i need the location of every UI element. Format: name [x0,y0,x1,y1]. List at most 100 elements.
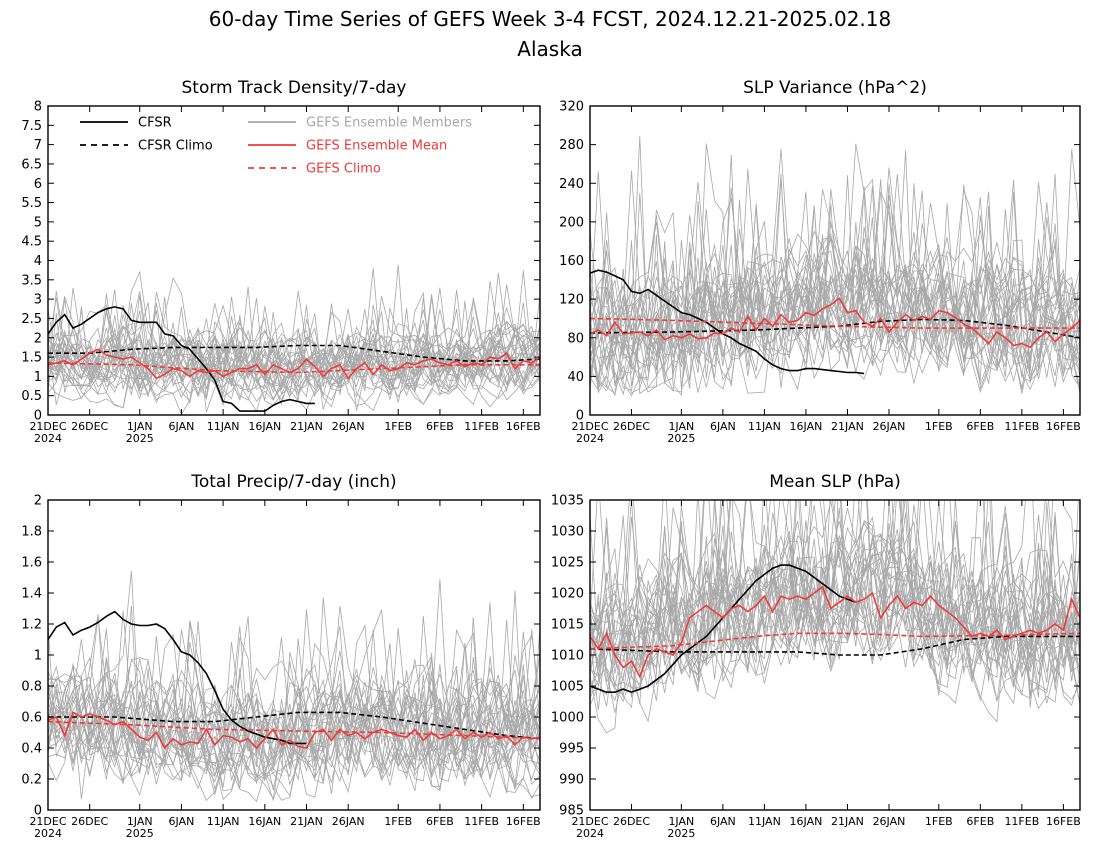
figure-title: 60-day Time Series of GEFS Week 3-4 FCST… [209,7,891,31]
x-year-label: 2024 [34,827,62,840]
x-tick-label: 6FEB [426,420,454,433]
x-tick-label: 21DEC [29,815,66,828]
x-tick-label: 11JAN [748,420,781,433]
cfsr-climo-line [590,318,1080,339]
x-tick-label: 11FEB [1004,815,1039,828]
y-tick-label: 1035 [551,494,584,509]
chart-panels: Storm Track Density/7-day 0 0.5 1 1.5 2 2.5 3 3.… [21,78,1080,840]
x-tick-label: 1JAN [127,420,153,433]
legend: CFSR CFSR Climo GEFS Ensemble Members GEFS … [80,116,472,177]
y-tick-label: 0.5 [21,389,42,404]
y-tick-label: 0.8 [21,680,42,695]
y-tick-label: 2.5 [21,312,42,327]
ensemble-member-line [48,308,540,409]
x-tick-label: 26DEC [71,420,108,433]
y-tick-label: 240 [559,177,584,192]
y-tick-label: 4.5 [21,235,42,250]
gefs-ensemble-mean-line [48,711,540,750]
x-tick-label: 1JAN [668,420,694,433]
x-tick-label: 21JAN [831,420,864,433]
plot-area [48,264,540,415]
figure-subtitle: Alaska [517,37,582,61]
cfsr-line [48,306,315,412]
ensemble-member-line [48,309,540,391]
y-tick-label: 1.2 [21,618,42,633]
y-tick-label: 6.5 [21,157,42,172]
x-tick-label: 21JAN [831,815,864,828]
y-tick-label: 4 [34,254,42,269]
x-tick-label: 26JAN [873,420,906,433]
ensemble-member-line [48,296,540,402]
x-year-label: 2024 [576,432,604,445]
x-year-label: 2025 [667,827,695,840]
plot-area [590,500,1080,734]
ensemble-member-line [590,500,1080,698]
panel-title: Storm Track Density/7-day [182,78,407,98]
ensemble-member-line [590,234,1080,392]
cfsr-climo-line [48,344,540,362]
y-tick-label: 0 [34,804,42,819]
legend-label-cfsr-climo: CFSR Climo [138,139,213,154]
x-tick-label: 11FEB [464,420,499,433]
ensemble-member-line [590,546,1080,711]
legend-label-gefs-members: GEFS Ensemble Members [306,116,472,131]
x-tick-label: 11JAN [748,815,781,828]
x-year-label: 2024 [34,432,62,445]
y-tick-label: 5.5 [21,196,42,211]
x-tick-label: 16FEB [506,815,541,828]
y-tick-label: 200 [559,215,584,230]
y-tick-label: 2 [34,331,42,346]
y-tick-label: 6 [34,177,42,192]
ensemble-member-line [590,191,1080,397]
ensemble-member-line [590,521,1080,704]
y-tick-label: 1020 [551,587,584,602]
ensemble-member-line [48,651,540,790]
ensemble-member-line [48,284,540,404]
gefs-climo-line [48,720,540,740]
ensemble-member-line [590,186,1080,396]
y-tick-label: 1 [34,649,42,664]
x-tick-label: 1FEB [925,815,953,828]
ensemble-member-line [590,500,1080,696]
x-tick-label: 16JAN [248,420,281,433]
ensemble-members [48,570,540,803]
x-tick-label: 1JAN [127,815,153,828]
x-tick-label: 26DEC [71,815,108,828]
ensemble-member-line [590,250,1080,382]
y-tick-label: 7 [34,138,42,153]
x-tick-label: 26JAN [332,815,365,828]
ensemble-member-line [48,297,540,396]
cfsr-climo-line [48,711,540,740]
gefs-climo-line [590,632,1080,650]
x-tick-label: 16FEB [1046,420,1081,433]
y-tick-label: 1000 [551,711,584,726]
ensemble-member-line [590,500,1080,723]
y-tick-label: 320 [559,100,584,115]
ensemble-member-line [590,173,1080,391]
x-tick-label: 6JAN [169,815,195,828]
ensemble-member-line [590,154,1080,392]
y-tick-label: 3 [34,293,42,308]
x-year-label: 2024 [576,827,604,840]
ensemble-member-line [590,220,1080,387]
x-tick-label: 6FEB [966,815,994,828]
y-tick-label: 1010 [551,649,584,664]
ensemble-member-line [48,638,540,779]
ensemble-member-line [48,634,540,782]
ensemble-member-line [48,621,540,799]
ensemble-member-line [48,289,540,413]
y-tick-label: 80 [567,331,584,346]
y-tick-label: 280 [559,138,584,153]
y-tick-label: 1030 [551,525,584,540]
ensemble-member-line [48,637,540,778]
gefs-ensemble-mean-line [48,348,540,380]
plot-area [48,570,540,803]
x-tick-label: 26JAN [332,420,365,433]
ensemble-member-line [48,610,540,778]
x-tick-label: 11FEB [464,815,499,828]
ensemble-member-line [48,306,540,406]
y-tick-label: 3.5 [21,273,42,288]
x-tick-label: 6JAN [710,815,736,828]
panel-title: SLP Variance (hPa^2) [743,78,927,98]
